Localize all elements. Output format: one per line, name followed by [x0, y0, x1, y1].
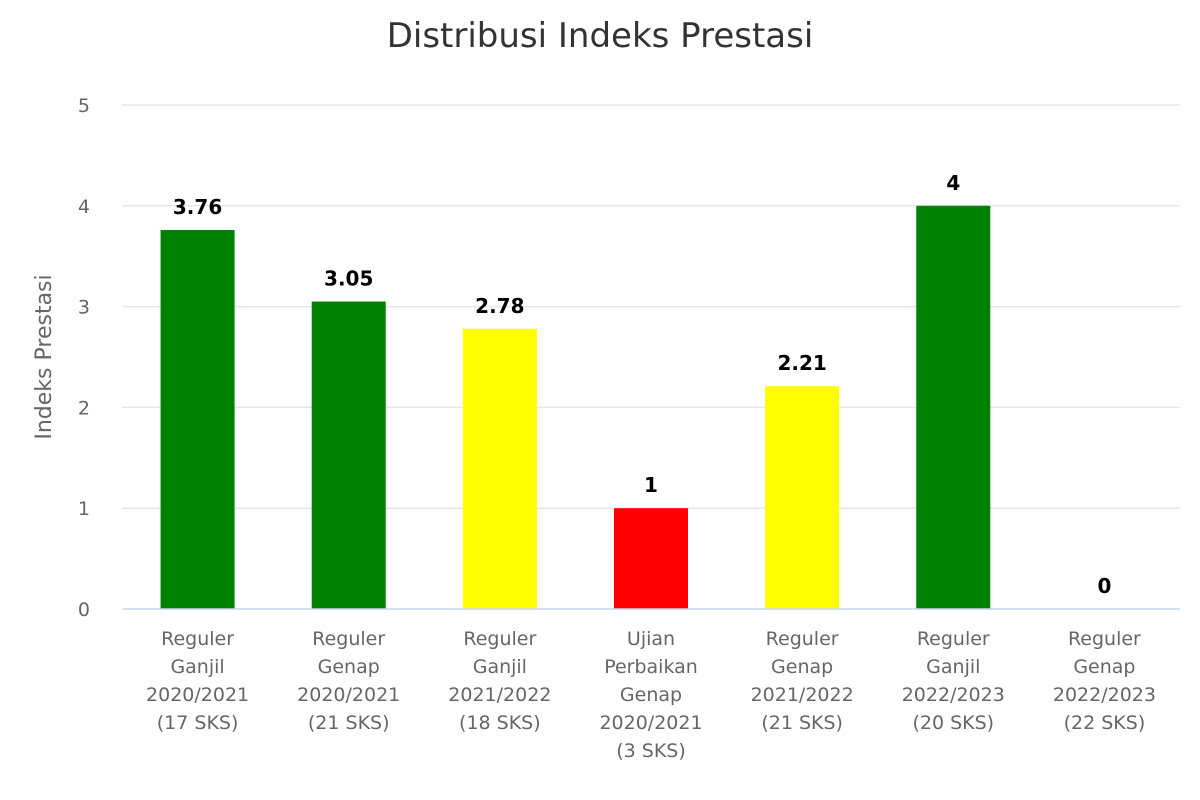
x-category-line: (22 SKS) — [1064, 712, 1146, 734]
y-axis-ticks: 0 1 2 3 4 5 — [78, 95, 90, 621]
x-category-line: Ujian — [627, 628, 675, 650]
data-label: 3.05 — [324, 267, 373, 291]
y-tick-label: 5 — [78, 95, 90, 117]
bar — [614, 508, 688, 609]
x-category-label: Reguler Ganjil 2022/2023 (20 SKS) — [902, 628, 1005, 734]
y-tick-label: 1 — [78, 498, 90, 520]
grid-lines — [122, 104, 1180, 509]
data-label: 2.21 — [777, 351, 826, 375]
x-category-line: 2021/2022 — [448, 684, 551, 706]
x-category-line: Ganjil — [926, 656, 980, 678]
x-category-line: Perbaikan — [604, 656, 698, 678]
y-axis-label: Indeks Prestasi — [32, 274, 57, 439]
x-category-line: Reguler — [1068, 628, 1141, 650]
x-category-line: 2021/2022 — [751, 684, 854, 706]
x-category-line: (18 SKS) — [459, 712, 541, 734]
x-category-line: 2020/2021 — [297, 684, 400, 706]
x-category-line: Reguler — [312, 628, 385, 650]
bar — [765, 386, 840, 609]
data-labels: 3.76 3.05 2.78 1 2.21 4 0 — [173, 171, 1111, 598]
bars — [160, 205, 991, 610]
y-tick-label: 4 — [78, 196, 90, 218]
y-tick-label: 3 — [78, 297, 90, 319]
data-label: 0 — [1097, 574, 1111, 598]
x-category-line: (17 SKS) — [157, 712, 239, 734]
x-category-line: (20 SKS) — [912, 712, 994, 734]
x-axis-categories: Reguler Ganjil 2020/2021 (17 SKS) Reguler Gen… — [146, 628, 1156, 762]
x-category-line: Ganjil — [473, 656, 527, 678]
x-category-line: Reguler — [463, 628, 536, 650]
data-label: 4 — [946, 171, 960, 195]
x-category-label: Ujian Perbaikan Genap 2020/2021 (3 SKS) — [599, 628, 702, 762]
x-category-line: Genap — [318, 656, 380, 678]
x-category-label: Reguler Ganjil 2020/2021 (17 SKS) — [146, 628, 249, 734]
x-category-label: Reguler Ganjil 2021/2022 (18 SKS) — [448, 628, 551, 734]
data-label: 3.76 — [173, 195, 222, 219]
chart-title: Distribusi Indeks Prestasi — [387, 16, 814, 56]
x-category-line: Genap — [1073, 656, 1135, 678]
x-category-line: 2022/2023 — [902, 684, 1005, 706]
x-category-line: Reguler — [766, 628, 839, 650]
x-category-line: Genap — [771, 656, 833, 678]
x-category-line: Ganjil — [170, 656, 224, 678]
x-category-line: (21 SKS) — [308, 712, 390, 734]
x-category-line: 2022/2023 — [1053, 684, 1156, 706]
x-category-line: (21 SKS) — [761, 712, 843, 734]
x-category-line: Genap — [620, 684, 682, 706]
bar — [160, 229, 235, 609]
x-category-label: Reguler Genap 2020/2021 (21 SKS) — [297, 628, 400, 734]
x-category-line: Reguler — [917, 628, 990, 650]
x-category-label: Reguler Genap 2022/2023 (22 SKS) — [1053, 628, 1156, 734]
x-category-label: Reguler Genap 2021/2022 (21 SKS) — [751, 628, 854, 734]
x-category-line: Reguler — [161, 628, 234, 650]
bar — [311, 301, 386, 609]
x-category-line: 2020/2021 — [599, 712, 702, 734]
x-category-line: (3 SKS) — [616, 740, 686, 762]
y-tick-label: 0 — [78, 599, 90, 621]
y-tick-label: 2 — [78, 397, 90, 419]
bar — [916, 205, 991, 610]
data-label: 2.78 — [475, 294, 524, 318]
x-category-line: 2020/2021 — [146, 684, 249, 706]
bar — [462, 328, 537, 609]
data-label: 1 — [644, 473, 658, 497]
